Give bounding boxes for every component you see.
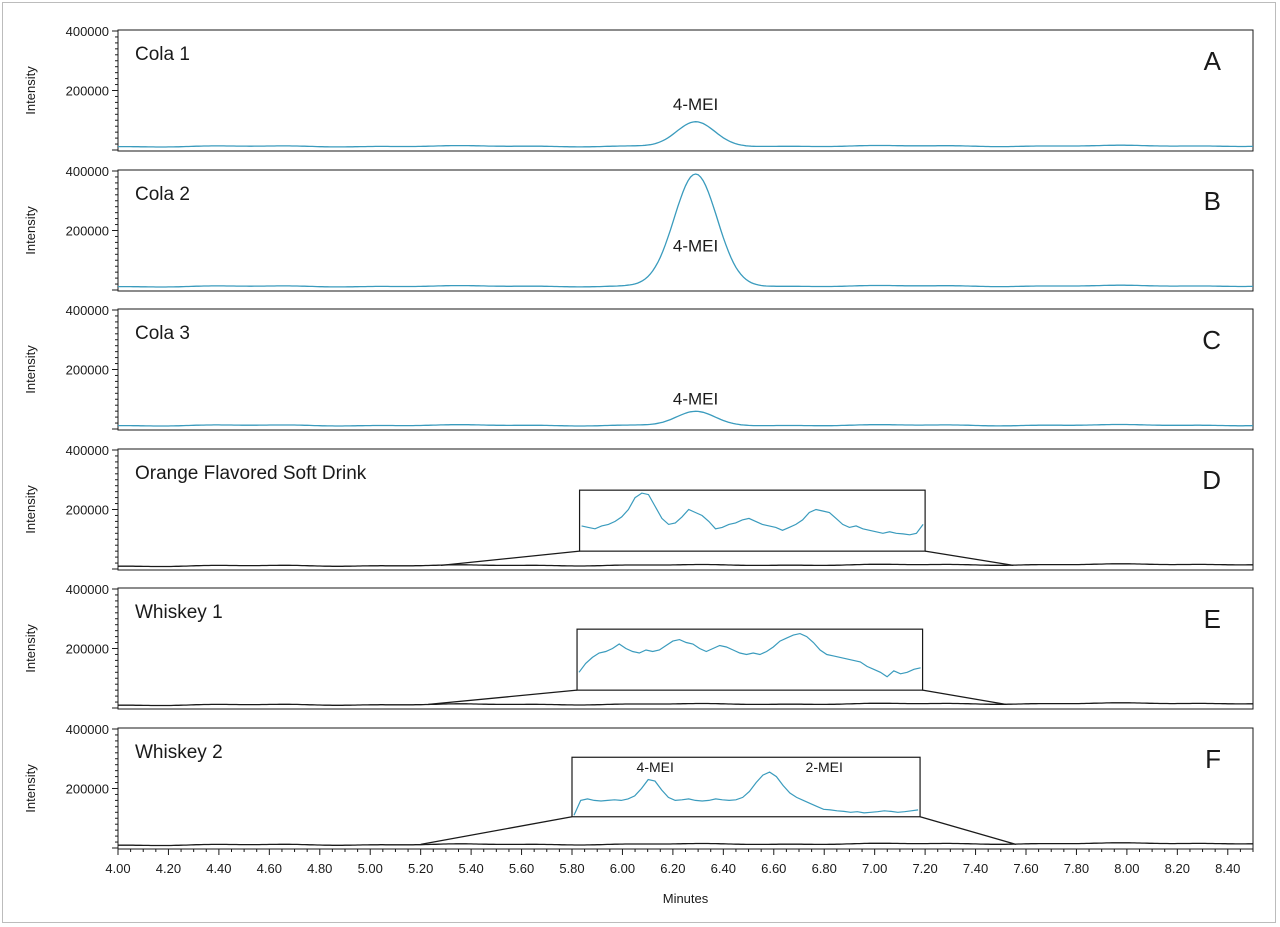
x-tick-label: 7.00 [862,861,887,876]
y-tick-label: 400000 [66,722,109,737]
y-tick-label: 400000 [66,443,109,458]
x-tick-label: 8.20 [1165,861,1190,876]
panel-title: Orange Flavored Soft Drink [135,463,367,484]
y-tick-label: 400000 [66,24,109,39]
panel-title: Cola 2 [135,184,190,205]
y-axis-label: Intensity [23,764,38,813]
x-tick-label: 4.40 [206,861,231,876]
x-axis-label: Minutes [663,891,709,906]
inset-box [578,489,926,552]
x-tick-label: 7.60 [1013,861,1038,876]
panel-frame [117,169,1254,292]
panel-letter: A [1204,46,1222,76]
panel-title: Cola 3 [135,323,190,344]
x-tick-label: 6.40 [711,861,736,876]
y-tick-label: 200000 [66,224,109,239]
x-tick-label: 5.20 [408,861,433,876]
y-tick-label: 200000 [66,84,109,99]
y-tick-label: 200000 [66,782,109,797]
zoom-connector-left [428,689,578,706]
x-tick-label: 5.60 [509,861,534,876]
panel-title: Whiskey 2 [135,742,223,763]
zoom-connector-right [922,689,1006,706]
x-tick-label: 4.00 [105,861,130,876]
inset-box [571,756,921,818]
y-tick-label: 200000 [66,503,109,518]
x-tick-label: 8.40 [1215,861,1240,876]
x-tick-label: 5.00 [358,861,383,876]
panel-title: Cola 1 [135,44,190,65]
chromatogram-trace [118,173,1253,288]
y-axis-label: Intensity [23,66,38,115]
x-tick-label: 5.80 [559,861,584,876]
x-tick-label: 8.00 [1114,861,1139,876]
inset-box [576,628,924,691]
x-tick-label: 4.20 [156,861,181,876]
zoom-connector-right [925,550,1014,567]
y-axis-label: Intensity [23,206,38,255]
zoom-connector-left [420,816,573,846]
panel-letter: C [1202,325,1221,355]
y-tick-label: 400000 [66,582,109,597]
inset-trace [573,771,919,816]
panel-frame [117,308,1254,431]
panel-title: Whiskey 1 [135,602,223,623]
inset-trace [578,632,921,678]
y-tick-label: 400000 [66,303,109,318]
chromatogram-trace [118,702,1253,707]
chromatogram-trace [118,842,1253,847]
inset-peak-label: 2-MEI [806,759,843,775]
x-tick-label: 4.80 [307,861,332,876]
panel-letter: E [1204,604,1221,634]
x-tick-label: 4.60 [257,861,282,876]
x-tick-label: 7.20 [912,861,937,876]
panel-letter: F [1205,744,1221,774]
peak-label: 4-MEI [673,95,718,114]
panel-letter: D [1202,465,1221,495]
x-tick-label: 6.00 [610,861,635,876]
inset-peak-label: 4-MEI [637,759,674,775]
zoom-connector-right [919,816,1017,846]
x-tick-label: 6.80 [812,861,837,876]
panel-frame [117,29,1254,152]
chromatogram-trace [118,410,1254,427]
chromatogram-trace [118,563,1253,568]
chromatogram-trace [118,121,1253,148]
y-axis-label: Intensity [23,485,38,534]
x-tick-label: 7.80 [1064,861,1089,876]
peak-label: 4-MEI [673,236,718,255]
x-tick-label: 6.20 [660,861,685,876]
x-tick-label: 6.60 [761,861,786,876]
inset-trace [581,492,924,536]
x-tick-label: 7.40 [963,861,988,876]
x-tick-label: 5.40 [458,861,483,876]
peak-label: 4-MEI [673,390,718,409]
y-axis-label: Intensity [23,624,38,673]
y-tick-label: 200000 [66,363,109,378]
zoom-connector-left [440,550,580,567]
panel-letter: B [1204,186,1221,216]
y-tick-label: 200000 [66,642,109,657]
y-tick-label: 400000 [66,164,109,179]
y-axis-label: Intensity [23,345,38,394]
